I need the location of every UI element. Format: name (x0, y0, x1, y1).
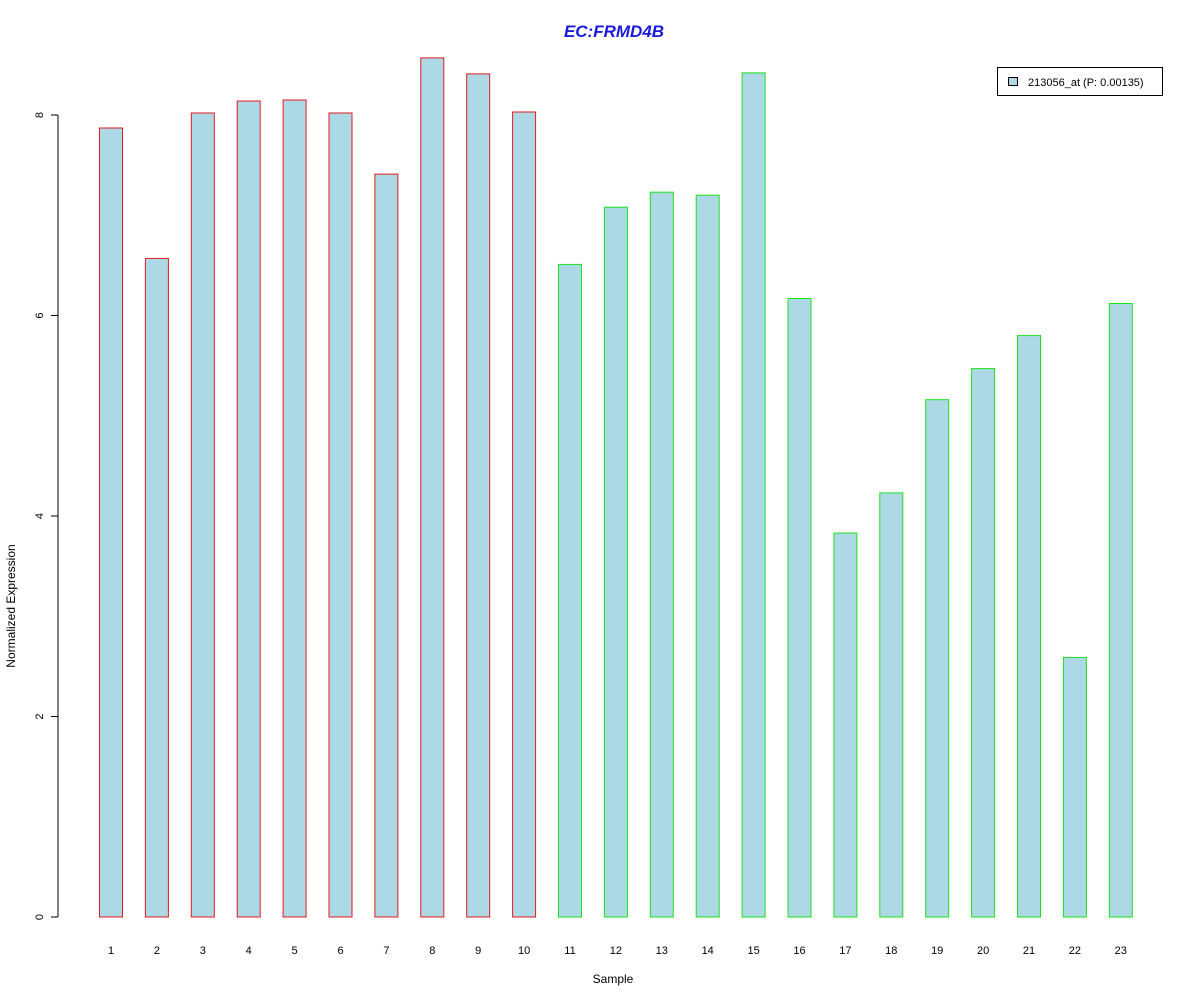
y-tick-label: 4 (34, 513, 46, 519)
bar-sample-4 (236, 100, 261, 918)
bar-sample-12 (603, 206, 628, 918)
x-tick-label: 6 (337, 945, 343, 957)
x-tick-label: 15 (747, 945, 759, 957)
x-tick-label: 20 (977, 945, 989, 957)
x-tick-label: 9 (475, 945, 481, 957)
x-tick-label: 18 (885, 945, 897, 957)
x-tick-label: 16 (793, 945, 805, 957)
bars-group (99, 57, 1133, 918)
x-tick-label: 8 (429, 945, 435, 957)
bar-sample-1 (99, 127, 123, 918)
bar-sample-17 (833, 532, 858, 918)
y-tick-label: 2 (34, 713, 46, 719)
x-tick-label: 14 (702, 945, 714, 957)
bar-sample-7 (374, 173, 399, 918)
y-tick-label: 8 (34, 112, 46, 118)
x-tick-label: 21 (1023, 945, 1035, 957)
bar-sample-18 (879, 492, 904, 918)
legend: 213056_at (P: 0.00135) (997, 67, 1163, 96)
x-tick-label: 11 (564, 945, 575, 957)
bar-sample-10 (512, 111, 537, 918)
x-tick-label: 1 (108, 945, 114, 957)
bar-sample-6 (328, 112, 353, 918)
x-tick-label: 22 (1069, 945, 1081, 957)
x-axis-tick-labels: 1 2 3 4 5 6 7 8 9 10 11 12 13 14 15 16 17 18 19 20 21 22 23 (108, 945, 1127, 957)
legend-swatch (1008, 77, 1018, 86)
x-tick-label: 4 (246, 945, 252, 957)
bar-sample-16 (787, 298, 812, 918)
x-tick-label: 17 (839, 945, 851, 957)
x-tick-label: 23 (1115, 945, 1127, 957)
y-tick-label: 6 (34, 312, 46, 318)
y-axis-ticks: 0 2 4 6 8 (34, 112, 58, 920)
bar-sample-11 (558, 263, 582, 918)
bar-sample-21 (1017, 335, 1041, 918)
chart-title: EC:FRMD4B (564, 22, 664, 41)
legend-label: 213056_at (P: 0.00135) (1028, 77, 1144, 89)
bar-sample-20 (971, 368, 996, 918)
legend-box (997, 67, 1163, 96)
y-axis-title: Normalized Expression (4, 544, 18, 667)
x-tick-label: 13 (656, 945, 668, 957)
bar-sample-23 (1108, 303, 1133, 918)
x-tick-label: 19 (931, 945, 943, 957)
x-tick-label: 5 (292, 945, 298, 957)
x-tick-label: 3 (200, 945, 206, 957)
x-axis-title: Sample (593, 972, 634, 986)
x-tick-label: 10 (518, 945, 530, 957)
bar-sample-9 (466, 73, 491, 918)
x-tick-label: 7 (383, 945, 389, 957)
bar-sample-8 (420, 57, 445, 918)
bar-sample-13 (649, 191, 674, 918)
bar-sample-22 (1062, 656, 1087, 918)
bar-sample-3 (190, 112, 215, 918)
x-tick-label: 12 (610, 945, 622, 957)
y-tick-label: 0 (34, 914, 46, 920)
bar-sample-5 (282, 99, 307, 918)
bar-sample-19 (925, 399, 950, 918)
bar-sample-15 (741, 72, 766, 918)
x-tick-label: 2 (154, 945, 160, 957)
bar-sample-14 (695, 194, 720, 918)
bar-sample-2 (144, 257, 169, 918)
